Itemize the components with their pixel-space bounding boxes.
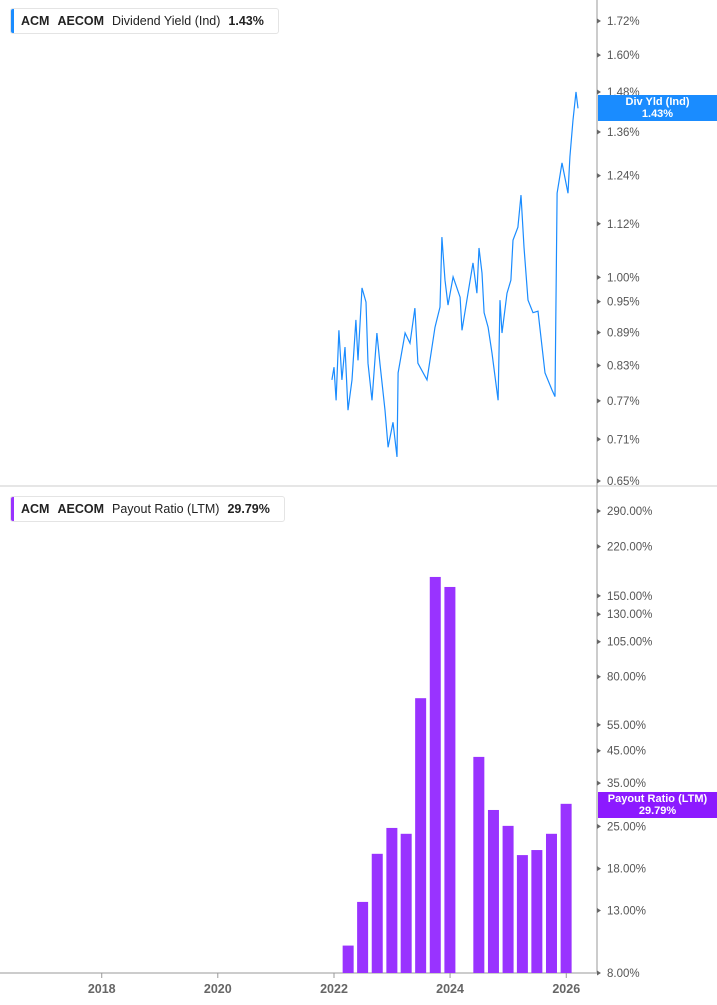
payout-bar[interactable] [560,803,572,973]
series-color-swatch [11,9,14,33]
y-tick-label: 0.77% [607,396,640,408]
y-tick-label: 18.00% [607,864,646,876]
y-tick-label: 8.00% [607,968,640,980]
payout-bars [342,576,572,973]
payout-bar[interactable] [357,901,369,973]
y-tick-label: 55.00% [607,720,646,732]
y-tick-label: 1.36% [607,127,640,139]
y-tick-label: 0.95% [607,297,640,309]
dividend-yield-price-tag: Div Yld (Ind) 1.43% [598,95,717,121]
x-tick-label: 2018 [88,982,116,996]
y-tick-label: 1.12% [607,219,640,231]
y-tick-mark [597,508,601,514]
legend-metric: Payout Ratio (LTM) [112,502,220,516]
payout-ratio-price-tag: Payout Ratio (LTM) 29.79% [598,792,717,818]
tag-label: Div Yld (Ind) [625,96,690,108]
y-tick-mark [597,221,601,227]
y-tick-label: 150.00% [607,591,652,603]
y-tick-mark [597,544,601,550]
legend-company: AECOM [57,502,104,516]
y-tick-label: 25.00% [607,821,646,833]
payout-bar[interactable] [371,853,383,973]
y-tick-mark [597,362,601,368]
legend-value: 29.79% [227,502,270,516]
tag-value: 29.79% [638,805,677,817]
y-tick-mark [597,52,601,58]
y-tick-label: 1.24% [607,171,640,183]
legend-payout-ratio[interactable]: ACM AECOM Payout Ratio (LTM) 29.79% [10,496,285,522]
y-tick-label: 130.00% [607,609,652,621]
y-tick-mark [597,89,601,95]
y-tick-mark [597,593,601,599]
payout-bar[interactable] [516,855,528,973]
y-tick-mark [597,398,601,404]
payout-bar[interactable] [502,825,514,973]
y-tick-mark [597,129,601,135]
payout-bar[interactable] [444,586,456,973]
y-tick-label: 105.00% [607,637,652,649]
tag-value: 1.43% [641,108,674,120]
payout-bar[interactable] [400,833,412,973]
payout-bar[interactable] [473,756,485,973]
legend-ticker: ACM [21,502,50,516]
dividend-yield-axis: 1.72%1.60%1.48%1.36%1.24%1.12%1.00%0.95%… [597,16,640,488]
y-tick-mark [597,478,601,484]
y-tick-label: 0.71% [607,434,640,446]
y-tick-label: 13.00% [607,906,646,918]
y-tick-mark [597,780,601,786]
y-tick-mark [597,274,601,280]
y-tick-mark [597,748,601,754]
y-tick-label: 1.60% [607,50,640,62]
y-tick-mark [597,908,601,914]
x-tick-label: 2026 [552,982,580,996]
payout-bar[interactable] [342,945,354,973]
y-tick-mark [597,436,601,442]
y-tick-label: 45.00% [607,746,646,758]
y-tick-mark [597,611,601,617]
y-tick-mark [597,674,601,680]
payout-bar[interactable] [487,809,499,973]
y-tick-mark [597,823,601,829]
payout-ratio-axis: 290.00% 220.00% 150.00% 130.00% 105.00% 80.00… [597,506,652,980]
x-tick-label: 2022 [320,982,348,996]
tag-label: Payout Ratio (LTM) [607,793,708,805]
y-tick-mark [597,173,601,179]
legend-metric: Dividend Yield (Ind) [112,14,221,28]
y-tick-label: 35.00% [607,778,646,790]
legend-dividend-yield[interactable]: ACM AECOM Dividend Yield (Ind) 1.43% [10,8,279,34]
dividend-yield-line [331,91,579,457]
y-tick-mark [597,970,601,976]
payout-bar[interactable] [545,833,557,973]
y-tick-mark [597,299,601,305]
y-tick-mark [597,866,601,872]
x-tick-label: 2024 [436,982,464,996]
legend-value: 1.43% [228,14,264,28]
y-tick-mark [597,329,601,335]
y-tick-label: 80.00% [607,672,646,684]
x-axis: 2018 2020 2022 2024 2026 [88,973,580,996]
legend-ticker: ACM [21,14,50,28]
payout-bar[interactable] [386,827,398,973]
series-color-swatch [11,497,14,521]
payout-bar[interactable] [429,576,441,973]
y-tick-label: 0.83% [607,360,640,372]
y-tick-mark [597,18,601,24]
payout-bar[interactable] [531,850,543,973]
y-tick-label: 0.65% [607,476,640,488]
y-tick-label: 290.00% [607,506,652,518]
y-tick-label: 1.00% [607,272,640,284]
y-tick-label: 0.89% [607,327,640,339]
legend-company: AECOM [57,14,104,28]
y-tick-label: 1.72% [607,16,640,28]
x-tick-label: 2020 [204,982,232,996]
y-tick-mark [597,639,601,645]
y-tick-label: 220.00% [607,542,652,554]
payout-bar[interactable] [415,698,427,973]
y-tick-mark [597,722,601,728]
